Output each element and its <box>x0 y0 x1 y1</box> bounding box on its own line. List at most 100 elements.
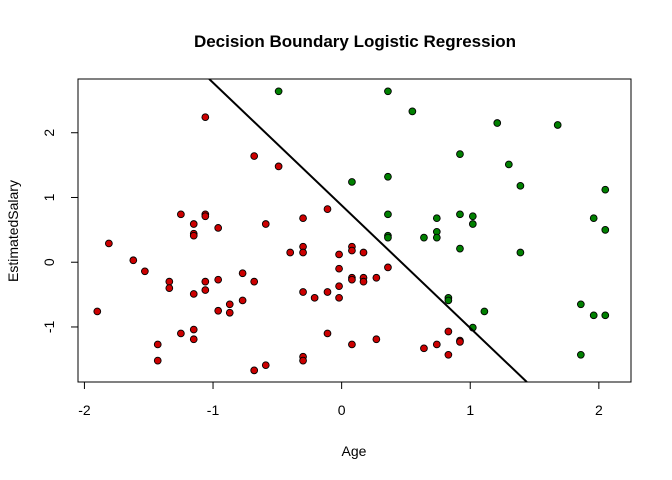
y-tick-label: 0 <box>41 258 57 266</box>
point-class-1 <box>432 233 441 242</box>
point-class-0 <box>238 296 247 305</box>
point-class-0 <box>335 264 343 273</box>
point-class-1 <box>468 220 477 228</box>
point-class-0 <box>214 275 223 284</box>
y-axis-label: EstimatedSalary <box>5 180 21 282</box>
point-class-1 <box>516 181 525 190</box>
point-class-0 <box>189 231 198 240</box>
point-class-0 <box>201 113 210 122</box>
point-class-1 <box>384 172 392 181</box>
point-class-1 <box>601 311 610 320</box>
point-class-0 <box>250 152 259 160</box>
point-class-0 <box>432 340 441 349</box>
point-class-0 <box>456 338 464 346</box>
y-axis: -1 0 1 2 <box>41 129 79 334</box>
point-class-0 <box>372 273 381 282</box>
point-class-0 <box>153 356 162 365</box>
y-tick-label: 1 <box>41 193 57 201</box>
point-class-0 <box>348 340 356 349</box>
point-class-0 <box>335 282 343 291</box>
point-class-1 <box>274 87 283 96</box>
point-class-0 <box>299 288 307 296</box>
point-class-0 <box>189 325 198 334</box>
point-class-1 <box>576 300 585 309</box>
point-class-0 <box>225 308 234 317</box>
point-class-1 <box>493 119 502 127</box>
x-tick-label: 1 <box>466 402 474 418</box>
point-class-0 <box>286 248 295 257</box>
point-class-0 <box>201 277 210 286</box>
point-class-0 <box>214 306 223 315</box>
point-class-0 <box>177 329 185 338</box>
point-class-1 <box>384 233 392 242</box>
point-class-0 <box>323 329 332 338</box>
point-class-0 <box>335 250 343 259</box>
point-class-1 <box>576 350 585 359</box>
point-class-0 <box>93 307 102 316</box>
point-class-0 <box>165 277 174 286</box>
point-class-1 <box>601 226 610 234</box>
y-tick-label: 2 <box>41 129 57 137</box>
point-class-0 <box>335 293 343 302</box>
point-class-1 <box>444 296 453 305</box>
point-class-1 <box>456 150 464 158</box>
decision-boundary-line <box>208 79 528 382</box>
point-class-1 <box>384 87 392 96</box>
point-class-0 <box>348 246 356 255</box>
decision-boundary-group <box>208 79 528 382</box>
point-class-0 <box>444 327 453 336</box>
point-class-0 <box>189 220 198 228</box>
x-tick-label: 0 <box>338 402 346 418</box>
point-class-0 <box>189 290 198 298</box>
point-class-1 <box>516 248 525 257</box>
point-class-1 <box>348 178 356 186</box>
point-class-1 <box>589 311 598 320</box>
point-class-1 <box>420 233 428 242</box>
y-tick-label: -1 <box>41 321 57 334</box>
point-class-0 <box>201 212 210 221</box>
point-class-0 <box>323 288 332 296</box>
x-axis-label: Age <box>342 443 367 459</box>
point-class-0 <box>261 220 270 228</box>
point-class-0 <box>177 210 185 219</box>
point-class-1 <box>480 307 489 316</box>
point-class-0 <box>238 269 247 278</box>
point-class-1 <box>553 121 562 129</box>
point-class-0 <box>299 356 307 365</box>
point-class-0 <box>105 239 113 248</box>
point-class-0 <box>348 275 356 284</box>
data-points <box>93 87 610 375</box>
point-class-0 <box>189 335 198 344</box>
point-class-1 <box>456 244 464 253</box>
point-class-0 <box>299 248 307 257</box>
x-tick-label: 2 <box>595 402 603 418</box>
point-class-0 <box>372 335 381 344</box>
point-class-0 <box>153 340 162 349</box>
chart-title: Decision Boundary Logistic Regression <box>194 32 516 51</box>
point-class-0 <box>384 263 392 272</box>
point-class-0 <box>359 277 368 286</box>
point-class-1 <box>408 107 417 116</box>
point-class-0 <box>299 214 307 223</box>
point-class-0 <box>201 286 210 294</box>
point-class-0 <box>444 350 453 359</box>
x-tick-label: -1 <box>207 402 220 418</box>
x-axis: -2 -1 0 1 2 <box>78 381 603 418</box>
point-class-0 <box>225 300 234 309</box>
point-class-0 <box>261 361 270 370</box>
x-tick-label: -2 <box>78 402 91 418</box>
point-class-0 <box>310 293 319 302</box>
point-class-1 <box>456 210 464 219</box>
point-class-1 <box>601 185 610 194</box>
point-class-0 <box>165 284 174 292</box>
point-class-0 <box>420 344 428 353</box>
point-class-0 <box>359 248 368 257</box>
point-class-0 <box>129 256 138 265</box>
point-class-1 <box>589 214 598 223</box>
point-class-0 <box>323 205 332 213</box>
point-class-0 <box>250 366 259 375</box>
point-class-1 <box>468 212 477 221</box>
point-class-1 <box>432 214 441 223</box>
point-class-1 <box>504 160 513 169</box>
